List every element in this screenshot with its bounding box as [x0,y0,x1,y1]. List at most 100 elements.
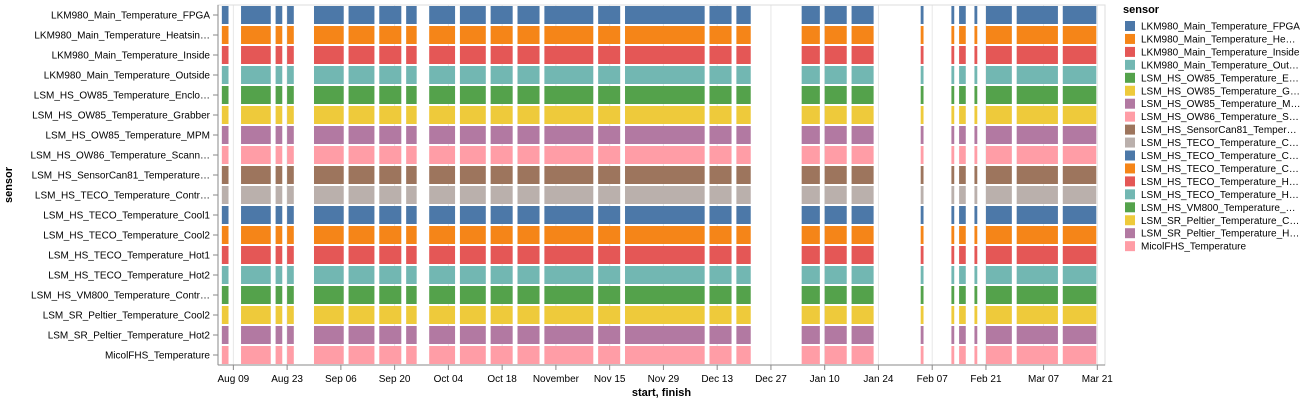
gantt-bar [1016,306,1058,324]
gantt-bar [709,26,732,44]
gantt-bar [1062,346,1097,364]
x-tick-label: Sep 06 [325,374,357,385]
gantt-bar [920,306,924,324]
gantt-bar [459,306,486,324]
gantt-bar [736,46,751,64]
gantt-bar [517,306,540,324]
gantt-bar [801,86,820,104]
legend-label: LSM_HS_SensorCan81_Temper… [1141,125,1297,136]
y-axis: LKM980_Main_Temperature_FPGA LKM980_Main_… [30,5,219,365]
gantt-bar [920,166,924,184]
legend-label: LSM_HS_OW85_Temperature_E… [1141,73,1299,84]
gantt-bar [985,206,1012,224]
gantt-bar [241,6,271,24]
y-tick-label: LSM_SR_Peltier_Temperature_Cool2 [43,311,211,322]
gantt-bar [951,266,955,284]
gantt-bar [598,326,621,344]
gantt-bar [517,246,540,264]
legend-label: LSM_HS_TECO_Temperature_C… [1141,151,1299,162]
gantt-bar [1062,186,1097,204]
gantt-bar [598,166,621,184]
gantt-bar [598,26,621,44]
legend-label: LSM_HS_TECO_Temperature_H… [1141,177,1299,188]
gantt-bar [287,126,294,144]
legend-swatch [1125,241,1135,252]
gantt-bar [379,146,402,164]
x-tick-label: Dec 27 [755,374,787,385]
gantt-bar [275,106,283,124]
gantt-bar [275,166,283,184]
gantt-bar [379,226,402,244]
gantt-bar [313,206,344,224]
gantt-bar [598,146,621,164]
gantt-bar [801,186,820,204]
gantt-bar [313,226,344,244]
gantt-bar [490,346,513,364]
gantt-bar [801,246,820,264]
gantt-bar [736,246,751,264]
gantt-bar [490,246,513,264]
y-tick-label: LSM_HS_TECO_Temperature_Cool2 [43,231,210,242]
gantt-bar [313,266,344,284]
gantt-bar [490,66,513,84]
gantt-bar [974,306,978,324]
legend-label: LSM_SR_Peltier_Temperature_C… [1141,216,1299,227]
x-tick-label: Aug 09 [218,374,250,385]
legend-swatch [1125,21,1135,31]
gantt-bar [801,346,820,364]
gantt-bar [348,66,375,84]
gantt-bar [1062,106,1097,124]
gridlines [232,5,1098,365]
gantt-bar [851,346,874,364]
gantt-bar [1062,26,1097,44]
gantt-bar [221,146,229,164]
gantt-bar [406,266,417,284]
gantt-bar [824,26,847,44]
gantt-bar [429,306,456,324]
gantt-bar [920,206,924,224]
gantt-bar [287,306,294,324]
gantt-bar [851,246,874,264]
gantt-bar [379,126,402,144]
gantt-bar [851,266,874,284]
gantt-bar [459,206,486,224]
gantt-bar [241,266,271,284]
gantt-bar [1016,26,1058,44]
gantt-bar [379,186,402,204]
gantt-bar [801,286,820,304]
gantt-bar [625,86,705,104]
gantt-bar [221,306,229,324]
gantt-bar [736,226,751,244]
x-tick-label: Feb 07 [917,374,949,385]
gantt-bar [801,66,820,84]
gantt-bar [221,286,229,304]
gantt-bar [544,346,594,364]
gantt-bar [959,6,966,24]
gantt-bar [221,26,229,44]
gantt-bar [625,126,705,144]
legend: sensor LKM980_Main_Temperature_FPGALKM98… [1123,4,1301,253]
legend-swatch [1125,59,1135,70]
gantt-bar [951,286,955,304]
gantt-bar [429,206,456,224]
gantt-bar [851,66,874,84]
gantt-bar [544,106,594,124]
gantt-bar [920,26,924,44]
gantt-bar [709,186,732,204]
gantt-bar [313,246,344,264]
gantt-bar [1016,6,1058,24]
gantt-bar [974,186,978,204]
gantt-bar [406,346,417,364]
gantt-bar [517,286,540,304]
gantt-bar [851,206,874,224]
gantt-bar [429,66,456,84]
gantt-bar [1062,306,1097,324]
gantt-bar [406,46,417,64]
legend-swatch [1125,33,1135,44]
gantt-bar [598,126,621,144]
gantt-bar [517,166,540,184]
gantt-bar [951,46,955,64]
gantt-bar [517,106,540,124]
gantt-bar [379,46,402,64]
gantt-bar [221,186,229,204]
